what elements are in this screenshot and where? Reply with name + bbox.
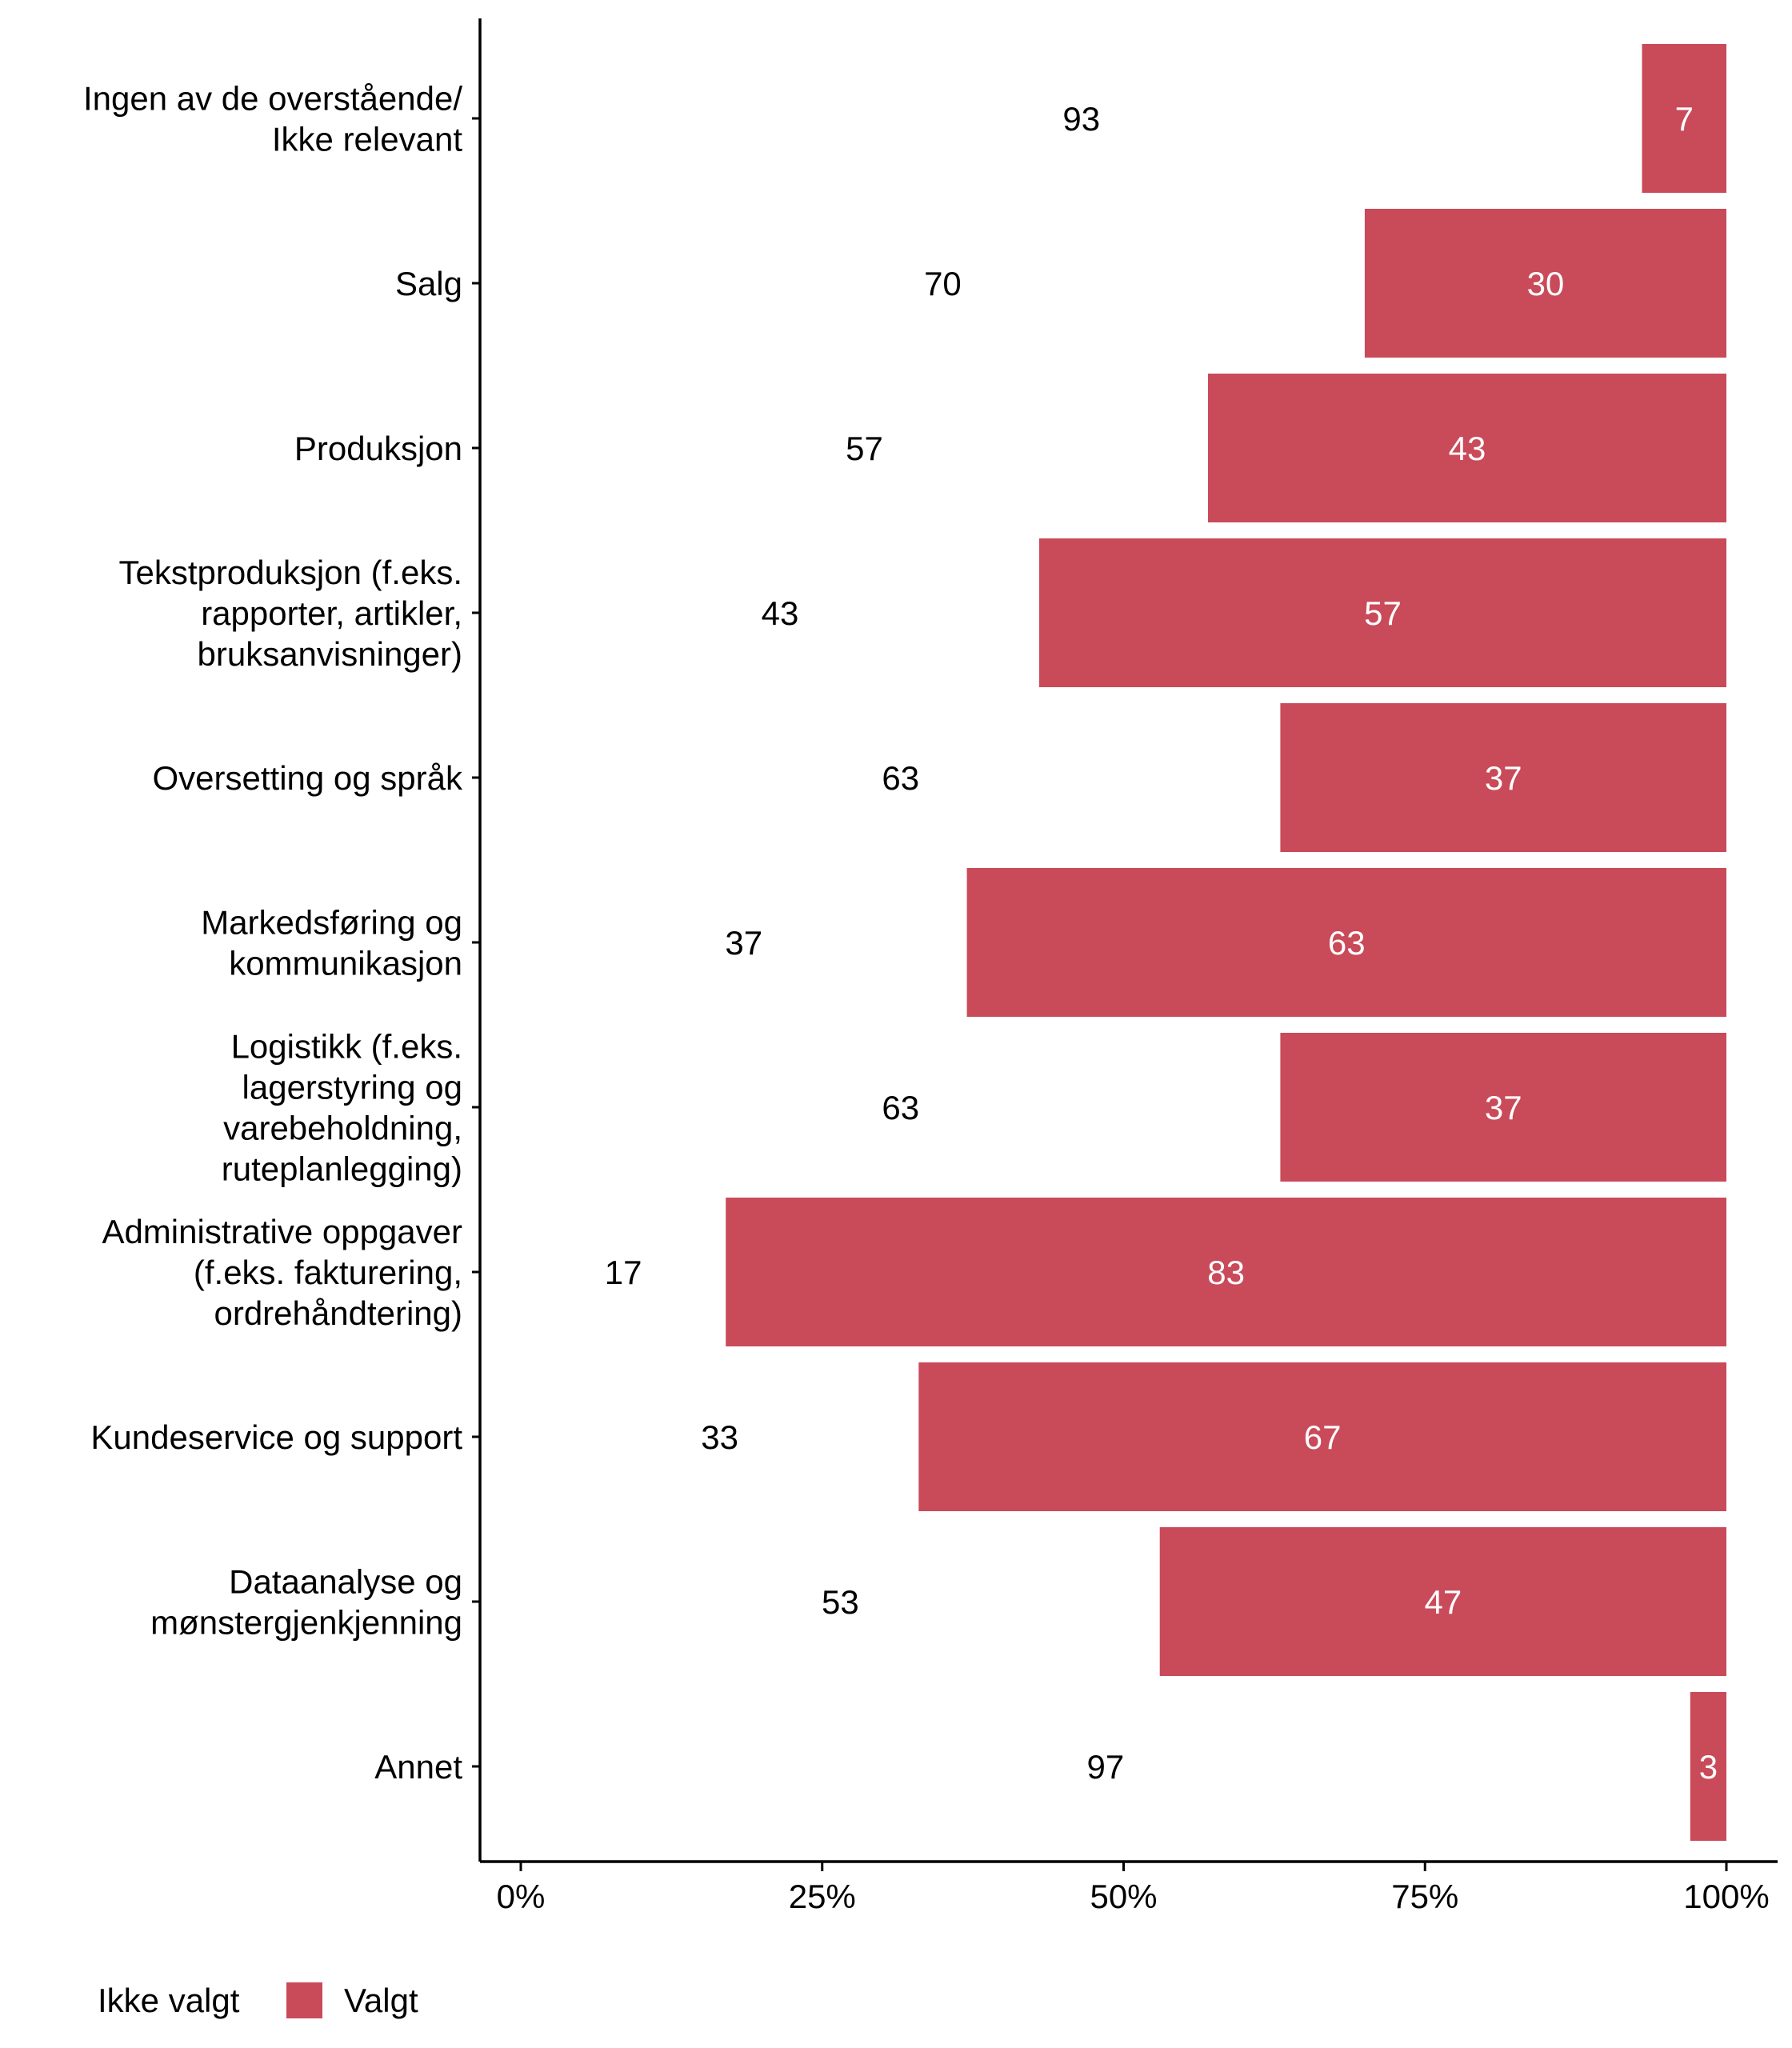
x-tick-label: 50% [1090,1878,1157,1915]
y-tick-label: (f.eks. fakturering, [194,1254,462,1291]
bar-valgt [1642,44,1726,193]
y-tick-label: bruksanvisninger) [198,635,463,673]
data-label: 53 [822,1583,859,1621]
y-axis: Ingen av de overstående/Ikke relevant Sal… [83,18,482,1862]
y-tick-label: Annet [374,1748,462,1786]
bar-ikke-valgt [521,374,1208,522]
data-label: 33 [701,1418,738,1456]
bar-valgt [1039,538,1726,687]
bar-ikke-valgt [521,44,1642,193]
y-tick-label: ruteplanlegging) [222,1150,462,1188]
x-axis: 0% 25% 50% 75% 100% [480,1860,1778,1915]
data-label: 57 [846,430,883,467]
data-label: 63 [1328,924,1366,962]
bars-layer [521,44,1727,1841]
data-label: 57 [1364,594,1402,632]
bar-ikke-valgt [521,1527,1160,1676]
bar-ikke-valgt [521,209,1365,358]
bar-ikke-valgt [521,1198,726,1346]
data-label: 63 [882,1089,919,1126]
bar-valgt [918,1362,1726,1511]
x-tick-label: 0% [497,1878,546,1915]
bar-ikke-valgt [521,868,967,1017]
x-tick-label: 25% [789,1878,856,1915]
bar-ikke-valgt [521,538,1040,687]
bar-ikke-valgt [521,1033,1281,1182]
data-label: 37 [725,924,762,962]
y-tick-label: Ingen av de overstående/ [83,80,462,118]
x-tick-label: 100% [1683,1878,1769,1915]
bar-valgt [1280,703,1726,852]
bar-valgt [1207,374,1726,522]
data-labels-layer: 93 7 70 30 57 43 43 57 63 37 37 63 63 37 17 83 33 67 53 47 9… [605,100,1718,1786]
data-label: 3 [1699,1748,1718,1786]
y-tick-label: kommunikasjon [229,945,462,982]
y-tick-label: varebeholdning, [223,1110,462,1147]
y-tick-label: Ikke relevant [272,121,462,158]
data-label: 47 [1424,1583,1462,1621]
y-tick-label: Kundeservice og support [90,1418,462,1456]
y-tick-label: Tekstproduksjon (f.eks. [118,554,462,591]
bar-valgt [966,868,1726,1017]
y-tick-label: lagerstyring og [242,1069,462,1106]
data-label: 83 [1207,1254,1245,1291]
data-label: 7 [1675,100,1694,138]
data-label: 30 [1527,265,1565,302]
y-tick-label: Oversetting og språk [152,759,463,797]
y-tick-label: Produksjon [294,430,462,467]
y-tick-label: Markedsføring og [201,904,462,942]
y-tick-label: Dataanalyse og [229,1563,462,1601]
y-tick-label: Salg [395,265,462,302]
bar-valgt [726,1198,1727,1346]
legend: Ikke valgt Valgt [98,1982,418,2019]
data-label: 67 [1304,1418,1342,1456]
bar-ikke-valgt [521,1692,1690,1841]
data-label: 93 [1062,100,1100,138]
bar-ikke-valgt [521,1362,919,1511]
y-tick-label: Administrative oppgaver [102,1213,462,1250]
data-label: 17 [605,1254,642,1291]
data-label: 37 [1485,1089,1522,1126]
legend-label-valgt: Valgt [344,1982,418,2019]
data-label: 37 [1485,759,1522,797]
legend-label-ikke-valgt: Ikke valgt [98,1982,240,2019]
bar-valgt [1364,209,1726,358]
data-label: 70 [924,265,962,302]
bar-valgt [1280,1033,1726,1182]
y-tick-label: ordrehåndtering) [214,1294,462,1332]
bar-valgt [1690,1692,1726,1841]
legend-swatch-valgt [286,1982,322,2018]
data-label: 43 [762,594,799,632]
y-tick-label: mønstergjenkjenning [150,1604,462,1642]
y-tick-label: rapporter, artikler, [201,594,462,632]
y-tick-label: Logistikk (f.eks. [231,1028,462,1066]
data-label: 63 [882,759,919,797]
data-label: 97 [1087,1748,1125,1786]
data-label: 43 [1449,430,1486,467]
bar-ikke-valgt [521,703,1281,852]
bar-valgt [1159,1527,1726,1676]
x-tick-label: 75% [1391,1878,1458,1915]
